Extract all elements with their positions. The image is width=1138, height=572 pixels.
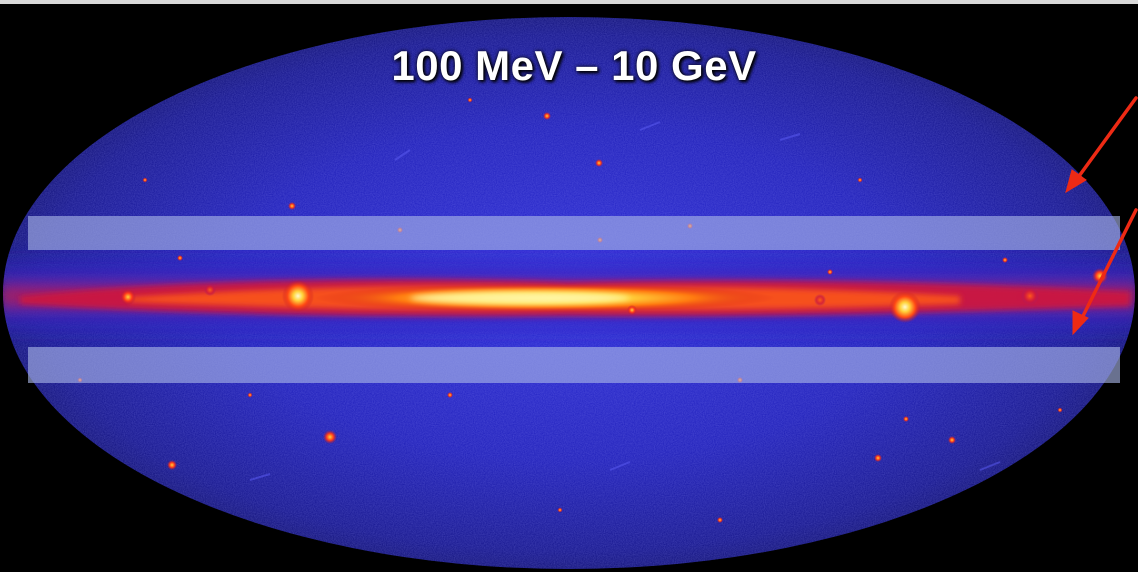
point-source xyxy=(903,416,909,422)
point-source xyxy=(857,177,863,183)
lower-highlight-band xyxy=(28,347,1120,383)
point-source xyxy=(247,392,253,398)
point-source xyxy=(142,177,148,183)
point-source xyxy=(288,202,296,210)
galactic-plane xyxy=(3,248,1135,344)
point-source xyxy=(323,430,337,444)
annotation-arrows xyxy=(1065,96,1138,336)
bright-source-blob xyxy=(120,289,136,305)
bright-source-blob xyxy=(627,305,637,315)
faint-filament xyxy=(394,149,411,161)
point-source xyxy=(543,112,551,120)
point-source xyxy=(467,97,473,103)
point-source xyxy=(948,436,956,444)
point-source xyxy=(167,460,177,470)
bright-source-blob xyxy=(1021,287,1039,305)
faint-structures xyxy=(249,121,1001,481)
red-arrow-upper-head xyxy=(1065,169,1087,194)
bright-source-blob xyxy=(282,280,314,312)
faint-filament xyxy=(639,121,661,131)
red-arrow-lower xyxy=(1078,208,1138,324)
point-source xyxy=(177,255,183,261)
bright-source-blob xyxy=(204,284,216,296)
red-arrow-lower-head xyxy=(1072,310,1089,336)
point-source xyxy=(717,517,723,523)
top-edge-strip xyxy=(0,0,1138,4)
energy-range-title: 100 MeV – 10 GeV xyxy=(391,42,757,89)
point-source xyxy=(1002,257,1008,263)
point-source xyxy=(874,454,882,462)
point-source xyxy=(447,392,453,398)
red-arrow-upper xyxy=(1072,96,1138,185)
point-source xyxy=(1057,407,1063,413)
faint-filament xyxy=(779,133,801,141)
faint-filament xyxy=(979,461,1001,471)
upper-highlight-band xyxy=(28,216,1120,250)
bright-source-blob xyxy=(889,291,921,323)
galactic-center-hot-core xyxy=(410,292,630,304)
point-source xyxy=(557,507,563,513)
faint-filament xyxy=(609,461,631,471)
point-source xyxy=(595,159,603,167)
faint-filament xyxy=(249,473,271,481)
bright-source-blob xyxy=(814,294,826,306)
point-source xyxy=(827,269,833,275)
